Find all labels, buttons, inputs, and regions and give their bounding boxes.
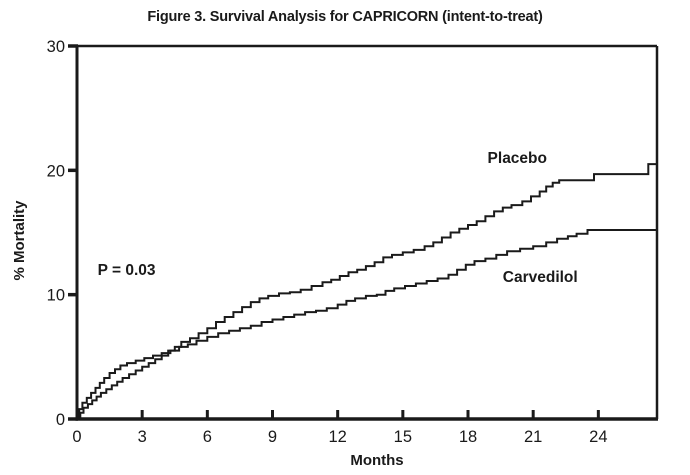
y-tick-label: 20 <box>47 162 65 180</box>
x-tick-label: 15 <box>394 428 412 446</box>
x-axis-title: Months <box>350 452 403 469</box>
x-tick-label: 6 <box>203 428 212 446</box>
x-tick-label: 21 <box>524 428 542 446</box>
y-axis-title: % Mortality <box>11 200 28 281</box>
placebo-series-label: Placebo <box>488 150 547 167</box>
x-tick-label: 24 <box>589 428 607 446</box>
y-tick-label: 30 <box>47 38 65 56</box>
carvedilol-series-label: Carvedilol <box>503 269 578 286</box>
carvedilol-curve <box>77 229 657 420</box>
x-tick-label: 0 <box>72 428 81 446</box>
figure-title: Figure 3. Survival Analysis for CAPRICOR… <box>147 9 543 25</box>
y-tick-label: 0 <box>56 411 65 429</box>
p-value-label: P = 0.03 <box>98 262 156 279</box>
y-tick-label: 10 <box>47 287 65 305</box>
x-tick-label: 3 <box>138 428 147 446</box>
x-tick-label: 12 <box>328 428 346 446</box>
x-tick-label: 9 <box>268 428 277 446</box>
x-tick-label: 18 <box>459 428 477 446</box>
placebo-curve <box>77 163 657 420</box>
